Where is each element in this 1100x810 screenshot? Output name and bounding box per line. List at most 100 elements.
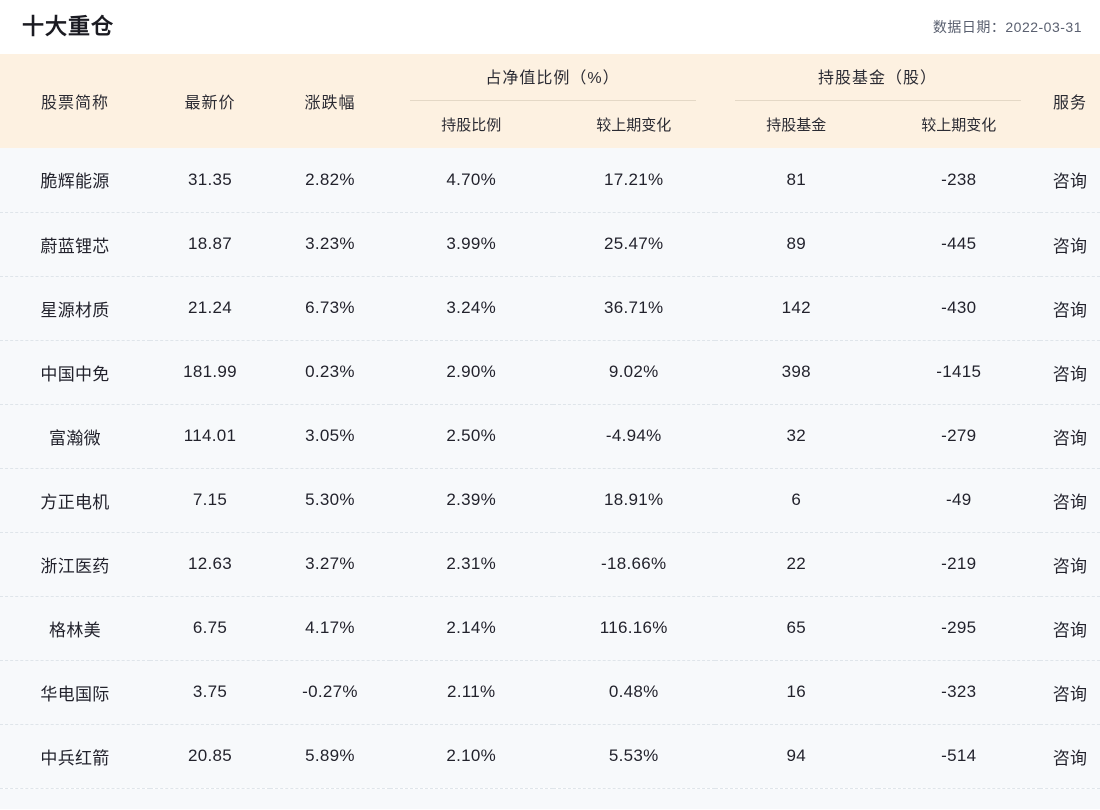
table-row[interactable]: 中兵红箭 20.85 5.89% 2.10% 5.53% 94 -514 咨询 — [0, 724, 1100, 789]
cell-holding-ratio: 4.70% — [390, 148, 553, 213]
cell-stock-name: 蔚蓝锂芯 — [0, 212, 150, 277]
cell-stock-name: 华电国际 — [0, 660, 150, 725]
cell-service-link[interactable]: 咨询 — [1040, 212, 1100, 277]
cell-fund-count: 22 — [715, 532, 878, 597]
cell-fund-count: 142 — [715, 276, 878, 341]
cell-latest-price: 3.75 — [150, 660, 270, 725]
header-service: 服务 — [1040, 54, 1100, 148]
cell-ratio-change: 17.21% — [552, 148, 715, 213]
cell-latest-price: 181.99 — [150, 340, 270, 405]
header-price-change[interactable]: 涨跌幅 — [270, 54, 390, 148]
header-group-row: 股票简称 最新价 涨跌幅 占净值比例（%） 持股基金（股） 服务 — [0, 54, 1100, 148]
cell-holding-ratio: 2.31% — [390, 532, 553, 597]
cell-service-link[interactable]: 咨询 — [1040, 660, 1100, 725]
header-holding-ratio[interactable]: 持股比例 — [390, 100, 553, 148]
table-body: 脆辉能源 31.35 2.82% 4.70% 17.21% 81 -238 咨询 蔚蓝锂芯 18.… — [0, 148, 1100, 789]
cell-stock-name: 脆辉能源 — [0, 148, 150, 213]
cell-holding-ratio: 3.99% — [390, 212, 553, 277]
table-row[interactable]: 星源材质 21.24 6.73% 3.24% 36.71% 142 -430 咨询 — [0, 276, 1100, 341]
cell-stock-name: 浙江医药 — [0, 532, 150, 597]
cell-fund-count: 6 — [715, 468, 878, 533]
cell-service-link[interactable]: 咨询 — [1040, 276, 1100, 341]
cell-price-change: 2.82% — [270, 148, 390, 213]
cell-stock-name: 方正电机 — [0, 468, 150, 533]
cell-price-change: 3.05% — [270, 404, 390, 469]
table-row[interactable]: 格林美 6.75 4.17% 2.14% 116.16% 65 -295 咨询 — [0, 596, 1100, 661]
header-fund-count[interactable]: 持股基金 — [715, 100, 878, 148]
cell-holding-ratio: 2.14% — [390, 596, 553, 661]
table-row[interactable]: 富瀚微 114.01 3.05% 2.50% -4.94% 32 -279 咨询 — [0, 404, 1100, 469]
cell-stock-name: 格林美 — [0, 596, 150, 661]
cell-fund-count: 32 — [715, 404, 878, 469]
cell-fund-count: 398 — [715, 340, 878, 405]
cell-holding-ratio: 3.24% — [390, 276, 553, 341]
table-row[interactable]: 华电国际 3.75 -0.27% 2.11% 0.48% 16 -323 咨询 — [0, 660, 1100, 725]
header-latest-price[interactable]: 最新价 — [150, 54, 270, 148]
header-fund-change[interactable]: 较上期变化 — [877, 100, 1040, 148]
cell-stock-name: 富瀚微 — [0, 404, 150, 469]
data-date-label: 数据日期：2022-03-31 — [932, 19, 1082, 35]
cell-fund-change: -323 — [877, 660, 1040, 725]
cell-service-link[interactable]: 咨询 — [1040, 148, 1100, 213]
cell-fund-count: 81 — [715, 148, 878, 213]
table-row[interactable]: 方正电机 7.15 5.30% 2.39% 18.91% 6 -49 咨询 — [0, 468, 1100, 533]
cell-fund-change: -295 — [877, 596, 1040, 661]
cell-fund-change: -219 — [877, 532, 1040, 597]
cell-service-link[interactable]: 咨询 — [1040, 468, 1100, 533]
header-sub-row: 持股比例 较上期变化 持股基金 较上期变化 — [0, 100, 1100, 148]
table-row[interactable]: 脆辉能源 31.35 2.82% 4.70% 17.21% 81 -238 咨询 — [0, 148, 1100, 213]
cell-price-change: 6.73% — [270, 276, 390, 341]
cell-service-link[interactable]: 咨询 — [1040, 532, 1100, 597]
cell-holding-ratio: 2.90% — [390, 340, 553, 405]
table-row[interactable]: 蔚蓝锂芯 18.87 3.23% 3.99% 25.47% 89 -445 咨询 — [0, 212, 1100, 277]
cell-latest-price: 12.63 — [150, 532, 270, 597]
cell-latest-price: 114.01 — [150, 404, 270, 469]
cell-price-change: 5.30% — [270, 468, 390, 533]
cell-stock-name: 中国中免 — [0, 340, 150, 405]
cell-fund-count: 89 — [715, 212, 878, 277]
cell-ratio-change: 116.16% — [552, 596, 715, 661]
header-stock-name[interactable]: 股票简称 — [0, 54, 150, 148]
cell-ratio-change: -4.94% — [552, 404, 715, 469]
table-bottom-spacer — [0, 788, 1100, 809]
table-header: 股票简称 最新价 涨跌幅 占净值比例（%） 持股基金（股） 服务 — [0, 54, 1100, 148]
cell-fund-change: -49 — [877, 468, 1040, 533]
cell-ratio-change: 9.02% — [552, 340, 715, 405]
cell-latest-price: 20.85 — [150, 724, 270, 789]
cell-service-link[interactable]: 咨询 — [1040, 724, 1100, 789]
cell-ratio-change: -18.66% — [552, 532, 715, 597]
cell-service-link[interactable]: 咨询 — [1040, 596, 1100, 661]
cell-holding-ratio: 2.11% — [390, 660, 553, 725]
cell-latest-price: 31.35 — [150, 148, 270, 213]
header-group-net-value-ratio: 占净值比例（%） — [390, 54, 715, 101]
cell-service-link[interactable]: 咨询 — [1040, 404, 1100, 469]
cell-holding-ratio: 2.39% — [390, 468, 553, 533]
table-row[interactable]: 中国中免 181.99 0.23% 2.90% 9.02% 398 -1415 咨询 — [0, 340, 1100, 405]
cell-fund-change: -445 — [877, 212, 1040, 277]
cell-fund-change: -430 — [877, 276, 1040, 341]
page-title: 十大重仓 — [22, 14, 115, 39]
table-row[interactable]: 浙江医药 12.63 3.27% 2.31% -18.66% 22 -219 咨询 — [0, 532, 1100, 597]
cell-stock-name: 中兵红箭 — [0, 724, 150, 789]
cell-latest-price: 6.75 — [150, 596, 270, 661]
cell-ratio-change: 25.47% — [552, 212, 715, 277]
cell-stock-name: 星源材质 — [0, 276, 150, 341]
cell-holding-ratio: 2.10% — [390, 724, 553, 789]
cell-price-change: -0.27% — [270, 660, 390, 725]
cell-fund-change: -238 — [877, 148, 1040, 213]
cell-fund-change: -1415 — [877, 340, 1040, 405]
header-ratio-change[interactable]: 较上期变化 — [552, 100, 715, 148]
cell-latest-price: 7.15 — [150, 468, 270, 533]
cell-ratio-change: 36.71% — [552, 276, 715, 341]
cell-ratio-change: 0.48% — [552, 660, 715, 725]
top-holdings-table: 股票简称 最新价 涨跌幅 占净值比例（%） 持股基金（股） 服务 — [0, 54, 1100, 789]
cell-price-change: 5.89% — [270, 724, 390, 789]
cell-price-change: 4.17% — [270, 596, 390, 661]
cell-fund-count: 65 — [715, 596, 878, 661]
cell-latest-price: 21.24 — [150, 276, 270, 341]
cell-price-change: 3.23% — [270, 212, 390, 277]
cell-fund-change: -514 — [877, 724, 1040, 789]
cell-fund-count: 94 — [715, 724, 878, 789]
cell-service-link[interactable]: 咨询 — [1040, 340, 1100, 405]
